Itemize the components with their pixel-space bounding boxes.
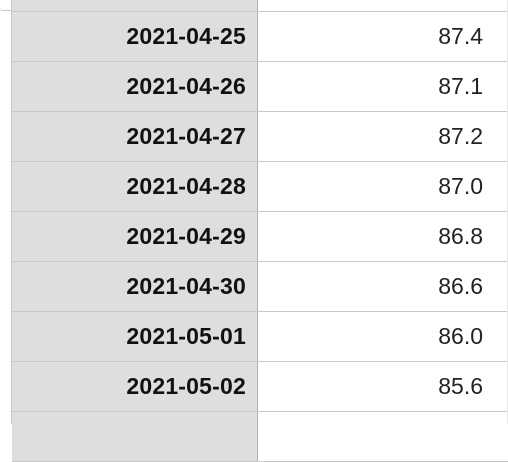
sheet-left-edge	[0, 0, 12, 424]
value-cell[interactable]: 87.4	[258, 12, 508, 61]
date-cell[interactable]: 2021-04-28	[12, 162, 258, 211]
value-cell[interactable]	[258, 0, 508, 11]
table-row: 2021-04-26 87.1	[12, 62, 508, 112]
table-row: 2021-04-27 87.2	[12, 112, 508, 162]
date-cell[interactable]: 2021-04-30	[12, 262, 258, 311]
date-cell[interactable]	[12, 412, 258, 461]
table-row: 2021-04-25 87.4	[12, 12, 508, 62]
table-row: 2021-04-29 86.8	[12, 212, 508, 262]
sheet-corner	[0, 0, 11, 11]
table-row: 2021-04-30 86.6	[12, 262, 508, 312]
date-cell[interactable]: 2021-04-29	[12, 212, 258, 261]
table-row-partial	[12, 412, 508, 462]
date-cell[interactable]	[12, 0, 258, 11]
value-cell[interactable]: 87.0	[258, 162, 508, 211]
date-cell[interactable]: 2021-04-27	[12, 112, 258, 161]
value-cell[interactable]: 87.1	[258, 62, 508, 111]
value-cell[interactable]: 87.2	[258, 112, 508, 161]
spreadsheet-table: 2021-04-25 87.4 2021-04-26 87.1 2021-04-…	[12, 0, 508, 462]
date-cell[interactable]: 2021-05-01	[12, 312, 258, 361]
value-cell[interactable]: 86.8	[258, 212, 508, 261]
table-row: 2021-05-01 86.0	[12, 312, 508, 362]
value-cell[interactable]	[258, 412, 508, 461]
date-cell[interactable]: 2021-04-26	[12, 62, 258, 111]
value-cell[interactable]: 86.0	[258, 312, 508, 361]
table-row-partial	[12, 0, 508, 12]
value-cell[interactable]: 85.6	[258, 362, 508, 411]
table-row: 2021-04-28 87.0	[12, 162, 508, 212]
value-cell[interactable]: 86.6	[258, 262, 508, 311]
date-cell[interactable]: 2021-04-25	[12, 12, 258, 61]
table-row: 2021-05-02 85.6	[12, 362, 508, 412]
date-cell[interactable]: 2021-05-02	[12, 362, 258, 411]
